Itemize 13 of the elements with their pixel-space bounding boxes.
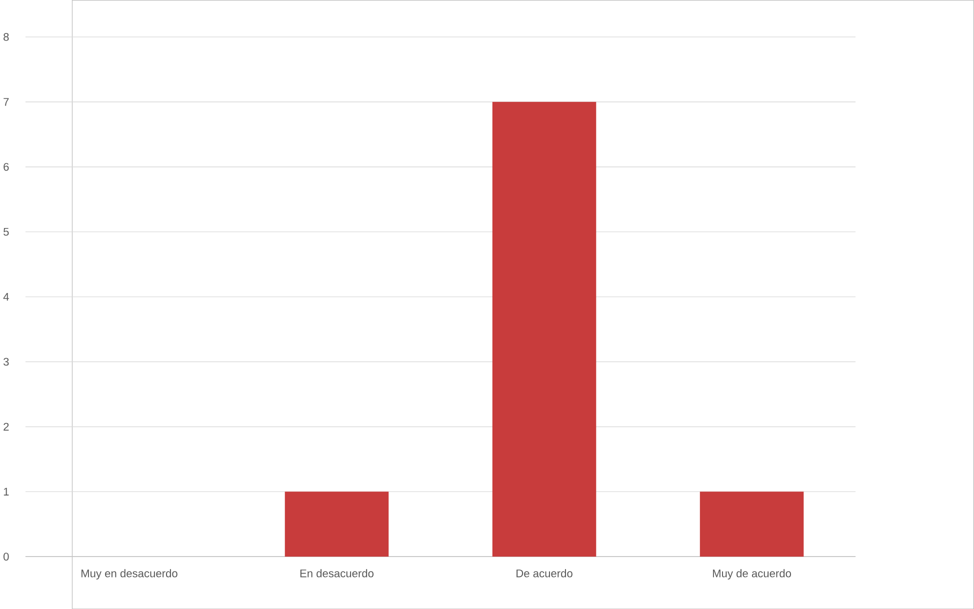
- y-tick-label: 5: [4, 228, 9, 236]
- y-tick-label: 4: [3, 292, 9, 300]
- y-tick-label: 3: [4, 358, 9, 366]
- y-tick-label: 1: [4, 488, 9, 496]
- x-tick-label: Muy de acuerdo: [712, 569, 792, 580]
- x-tick-label: Muy en desacuerdo: [82, 569, 178, 580]
- x-tick-label: De acuerdo: [516, 569, 572, 578]
- y-tick-label: 6: [4, 162, 9, 171]
- y-tick-label: 7: [4, 98, 9, 106]
- y-tick-label: 8: [4, 32, 9, 41]
- y-tick-label: 2: [4, 422, 9, 430]
- x-tick-label: En desacuerdo: [300, 569, 374, 578]
- y-tick-label: 0: [4, 552, 9, 560]
